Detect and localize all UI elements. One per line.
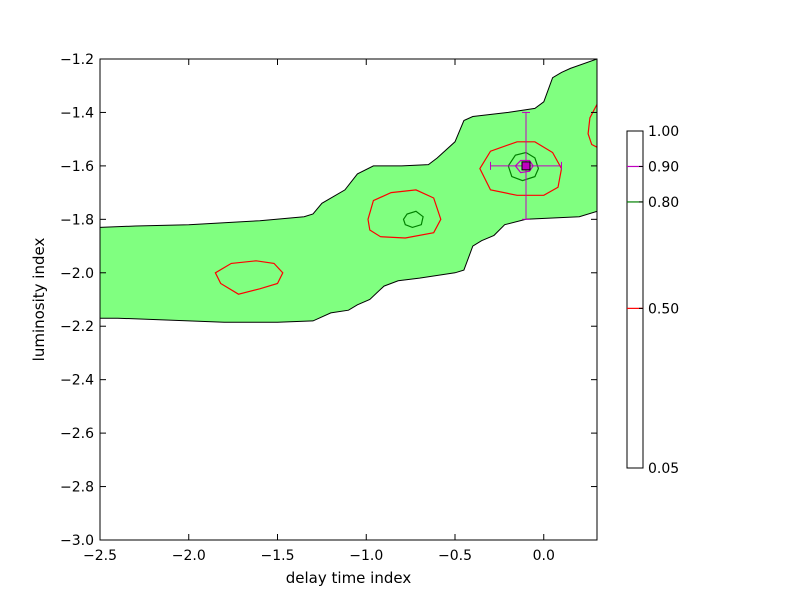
colorbar-tick-label: 0.90 — [648, 159, 679, 175]
y-tick-label: −2.6 — [60, 426, 94, 442]
contour-layer — [100, 59, 597, 323]
y-tick-label: −1.4 — [60, 105, 94, 121]
colorbar-tick-label: 1.00 — [648, 124, 679, 140]
x-tick-label: −0.5 — [438, 548, 472, 564]
x-tick-label: −1.5 — [261, 548, 295, 564]
y-tick-label: −1.6 — [60, 159, 94, 175]
x-tick-label: −2.0 — [172, 548, 206, 564]
colorbar-frame — [626, 130, 644, 469]
y-tick-label: −2.2 — [60, 319, 94, 335]
colorbar-tick-label: 0.80 — [648, 195, 679, 211]
x-tick-label: −2.5 — [83, 548, 117, 564]
contour-080-0 — [402, 210, 424, 229]
contour-050-3 — [587, 104, 597, 148]
contour-050-0 — [214, 260, 284, 295]
colorbar-tick-label: 0.05 — [648, 461, 679, 477]
y-tick-label: −2.4 — [60, 373, 94, 389]
contour-005-upper — [100, 59, 597, 228]
y-tick-label: −2.0 — [60, 266, 94, 282]
colorbar-tick-label: 0.50 — [648, 301, 679, 317]
x-axis-label: delay time index — [286, 569, 412, 587]
y-tick-label: −1.8 — [60, 212, 94, 228]
x-tick-label: −1.0 — [349, 548, 383, 564]
y-tick-label: −1.2 — [60, 52, 94, 68]
y-tick-label: −2.8 — [60, 480, 94, 496]
colorbar: 0.05 0.50 0.80 0.90 1.00 — [626, 124, 679, 477]
contour-050-1 — [367, 189, 442, 239]
contour-080-1 — [507, 151, 540, 182]
x-tick-label: 0.0 — [533, 548, 555, 564]
y-tick-label: −3.0 — [60, 533, 94, 549]
best-fit-marker — [521, 161, 531, 171]
confidence-region-fill — [100, 59, 597, 323]
plot-area: −2.5 −2.0 −1.5 −1.0 −0.5 0.0 −1.2 −1.4 −1.6 −1.8 −… — [30, 52, 598, 587]
plot-frame — [99, 58, 598, 541]
contour-005-lower — [100, 210, 597, 323]
y-axis-label: luminosity index — [30, 238, 48, 362]
